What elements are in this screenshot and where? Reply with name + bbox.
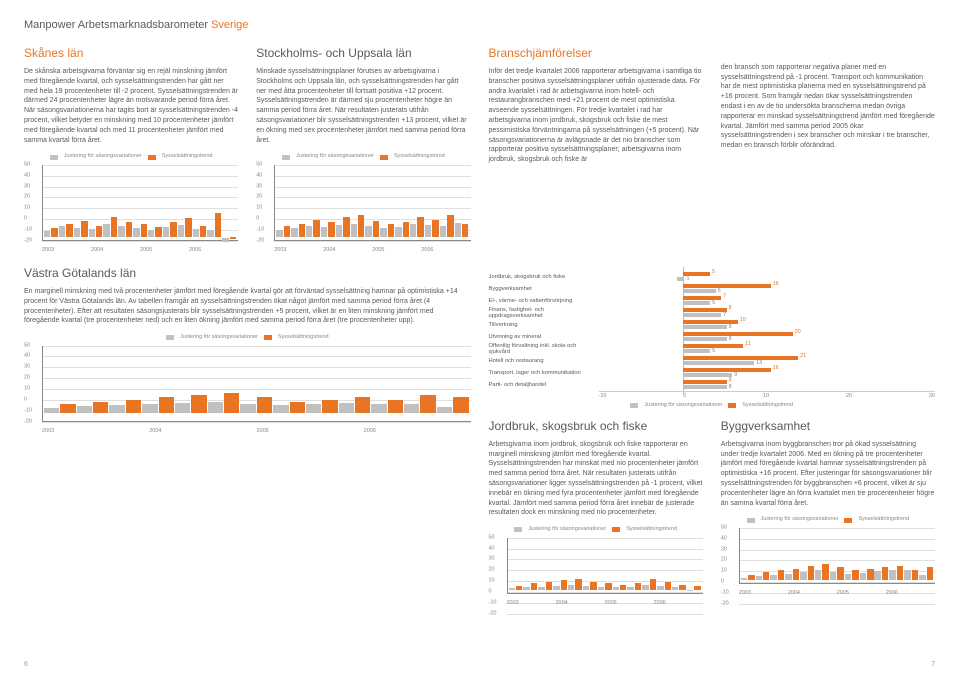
stockholm-chart: 50403020100-10-202003200420052006 <box>256 165 470 255</box>
branch-row: Hotell och restaurang1321 <box>489 355 936 367</box>
chart-legend: Justering för säsongsvariationer Syssels… <box>256 153 470 160</box>
vastra-chart: 50403020100-10-202003200420052006 <box>24 346 471 436</box>
skane-title: Skånes län <box>24 45 238 61</box>
branch-label: Utvinning av mineral <box>489 334 599 340</box>
skane-block: Skånes län De skånska arbetsgivarna förv… <box>24 45 238 255</box>
branch-row: Tillverkning810 <box>489 319 936 331</box>
bygg-chart: 50403020100-10-202003200420052006 <box>721 528 935 598</box>
branch-row: Jordbruk, skogsbruk och fiske-15 <box>489 271 936 283</box>
branch-label: El-, värme- och vattenförsörjning <box>489 298 599 304</box>
branch-row: Transport, lager och kommunikation916 <box>489 367 936 379</box>
bransch-right: den bransch som rapporterar negativa pla… <box>721 45 935 255</box>
branch-row: Utvinning av mineral820 <box>489 331 936 343</box>
jordbruk-title: Jordbruk, skogsbruk och fiske <box>489 418 703 434</box>
bygg-title: Byggverksamhet <box>721 418 935 434</box>
jordbruk-chart: 50403020100-10-202003200420052006 <box>489 538 703 608</box>
page-number-left: 6 <box>24 660 28 669</box>
jordbruk-section: Jordbruk, skogsbruk och fiske Arbetsgiva… <box>489 418 703 608</box>
bygg-section: Byggverksamhet Arbetsgivarna inom byggbr… <box>721 418 935 608</box>
vastra-body: En marginell minskning med två procenten… <box>24 287 471 326</box>
branch-row: Offentlig förvaltning inkl. skola och sj… <box>489 343 936 355</box>
page-header: Manpower Arbetsmarknadsbarometer Sverige <box>24 18 935 33</box>
branch-label: Byggverksamhet <box>489 286 599 292</box>
branch-row: Parti- och detaljhandel88 <box>489 379 936 391</box>
branch-label: Transport, lager och kommunikation <box>489 370 599 376</box>
bransch-body-left: Inför det tredje kvartalet 2006 rapporte… <box>489 67 703 165</box>
bransch-body-right: den bransch som rapporterar negativa pla… <box>721 63 935 151</box>
branch-row: Finans, fastighet- och uppdragsverksamhe… <box>489 307 936 319</box>
branch-legend: Justering för säsongsvariationer Syssels… <box>489 402 936 409</box>
chart-legend: Justering för säsongsvariationer Syssels… <box>24 153 238 160</box>
vastra-title: Västra Götalands län <box>24 265 471 281</box>
branch-label: Offentlig förvaltning inkl. skola och sj… <box>489 343 599 355</box>
stockholm-block: Stockholms- och Uppsala län Minskade sys… <box>256 45 470 255</box>
branch-compare-chart: Jordbruk, skogsbruk och fiske-15Byggverk… <box>489 271 936 410</box>
skane-chart: 50403020100-10-202003200420052006 <box>24 165 238 255</box>
country-text: Sverige <box>211 19 248 31</box>
branch-label: Tillverkning <box>489 322 599 328</box>
chart-legend: Justering för säsongsvariationer Syssels… <box>489 526 703 533</box>
branch-row: El-, värme- och vattenförsörjning57 <box>489 295 936 307</box>
branch-label: Finans, fastighet- och uppdragsverksamhe… <box>489 307 599 319</box>
jordbruk-body: Arbetsgivarna inom jordbruk, skogsbruk o… <box>489 440 703 518</box>
stockholm-body: Minskade sysselsättningsplaner förutses … <box>256 67 470 145</box>
branch-label: Jordbruk, skogsbruk och fiske <box>489 274 599 280</box>
branch-row: Byggverksamhet616 <box>489 283 936 295</box>
bransch-left: Branschjämförelser Inför det tredje kvar… <box>489 45 703 255</box>
brand-text: Manpower Arbetsmarknadsbarometer <box>24 19 208 31</box>
bygg-body: Arbetsgivarna inom byggbranschen tror på… <box>721 440 935 509</box>
chart-legend: Justering för säsongsvariationer Syssels… <box>721 516 935 523</box>
skane-body: De skånska arbetsgivarna förväntar sig e… <box>24 67 238 145</box>
bransch-title: Branschjämförelser <box>489 45 703 61</box>
page-number-right: 7 <box>931 660 935 669</box>
stockholm-title: Stockholms- och Uppsala län <box>256 45 470 61</box>
chart-legend: Justering för säsongsvariationer Syssels… <box>24 334 471 341</box>
branch-label: Hotell och restaurang <box>489 358 599 364</box>
branch-label: Parti- och detaljhandel <box>489 382 599 388</box>
